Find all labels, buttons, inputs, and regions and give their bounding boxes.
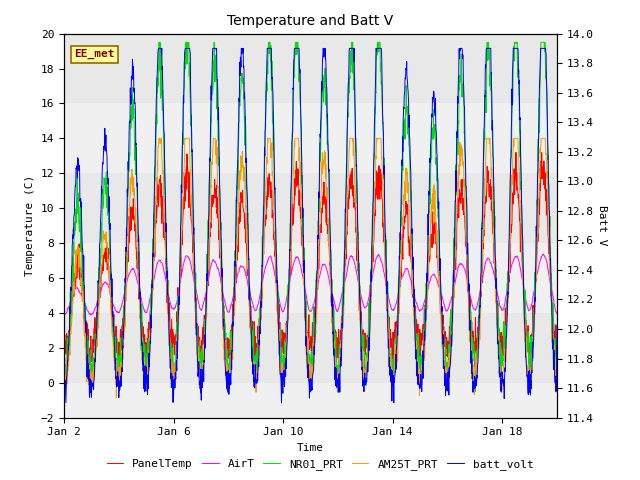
AM25T_PRT [262, 199, 269, 205]
PanelTemp [244, 275, 252, 281]
AM25T_PRT [397, 263, 404, 268]
NR01_PRT [156, 39, 163, 45]
AM25T_PRT [553, 388, 561, 394]
NR01_PRT [225, 388, 232, 394]
Line: AirT: AirT [64, 254, 557, 316]
NR01_PRT [397, 224, 404, 229]
PanelTemp [553, 356, 561, 362]
NR01_PRT [264, 48, 272, 54]
batt_volt [155, 46, 163, 51]
NR01_PRT [245, 267, 253, 273]
Line: NR01_PRT: NR01_PRT [64, 42, 557, 391]
batt_volt [60, 371, 68, 377]
Legend: PanelTemp, AirT, NR01_PRT, AM25T_PRT, batt_volt: PanelTemp, AirT, NR01_PRT, AM25T_PRT, ba… [102, 455, 538, 474]
Line: AM25T_PRT: AM25T_PRT [64, 138, 557, 398]
Title: Temperature and Batt V: Temperature and Batt V [227, 14, 394, 28]
AM25T_PRT [60, 379, 68, 384]
AM25T_PRT [245, 299, 253, 304]
AM25T_PRT [88, 375, 96, 381]
AirT [60, 313, 68, 319]
AirT [88, 311, 96, 316]
Line: PanelTemp: PanelTemp [64, 153, 557, 368]
AirT [261, 266, 269, 272]
NR01_PRT [166, 332, 173, 337]
PanelTemp [397, 272, 404, 277]
NR01_PRT [262, 123, 269, 129]
batt_volt [88, 383, 96, 389]
batt_volt [278, 400, 285, 406]
batt_volt [397, 211, 404, 217]
AirT [244, 284, 252, 290]
AM25T_PRT [156, 135, 163, 141]
PanelTemp [88, 354, 96, 360]
Bar [64, 103, 557, 173]
AM25T_PRT [166, 334, 173, 340]
Bar [64, 34, 557, 103]
Line: batt_volt: batt_volt [64, 48, 557, 403]
PanelTemp [165, 316, 173, 322]
Y-axis label: Batt V: Batt V [597, 205, 607, 246]
batt_volt [262, 126, 269, 132]
PanelTemp [512, 150, 520, 156]
Bar [64, 313, 557, 383]
PanelTemp [261, 220, 269, 226]
Bar [64, 173, 557, 243]
batt_volt [264, 46, 271, 51]
Y-axis label: Temperature (C): Temperature (C) [25, 175, 35, 276]
batt_volt [553, 323, 561, 328]
NR01_PRT [553, 369, 561, 375]
NR01_PRT [60, 348, 68, 354]
Bar [64, 383, 557, 418]
NR01_PRT [88, 371, 96, 376]
X-axis label: Time: Time [297, 443, 324, 453]
Text: EE_met: EE_met [74, 49, 115, 59]
AirT [264, 259, 271, 265]
AirT [553, 311, 561, 317]
PanelTemp [416, 365, 424, 371]
Bar [64, 243, 557, 313]
AirT [540, 251, 547, 257]
batt_volt [166, 337, 173, 343]
PanelTemp [60, 341, 68, 347]
AM25T_PRT [264, 135, 272, 141]
AirT [397, 279, 404, 285]
AirT [165, 295, 173, 300]
batt_volt [244, 257, 252, 263]
AM25T_PRT [113, 395, 120, 401]
PanelTemp [264, 196, 271, 202]
